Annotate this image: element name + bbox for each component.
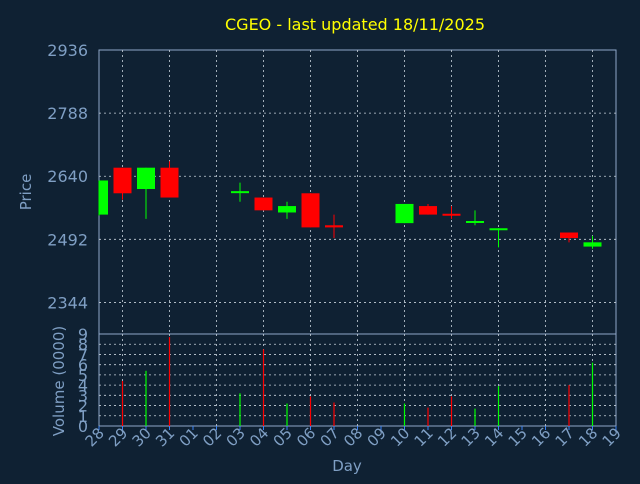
x-axis-label: Day	[332, 457, 362, 475]
x-tick-label: 08	[340, 424, 366, 450]
candle-body	[99, 180, 108, 215]
candle-body	[583, 242, 602, 247]
candle	[489, 228, 508, 248]
x-tick-label: 06	[293, 424, 319, 450]
x-tick-label: 18	[575, 424, 601, 450]
candle-body	[254, 197, 273, 211]
candle-body	[113, 167, 132, 194]
price-panel: 2936 2788 2640 2492 2344	[47, 41, 617, 335]
x-tick-label: 15	[505, 424, 531, 450]
volume-tick-label: 6	[78, 356, 88, 375]
price-tick-label: 2640	[47, 167, 88, 186]
x-tick-label: 17	[552, 424, 578, 450]
candle	[278, 201, 296, 219]
volume-tick-label: 3	[78, 386, 88, 405]
candle	[395, 203, 414, 224]
x-tick-label: 30	[129, 424, 155, 450]
x-tick-label: 16	[528, 424, 554, 450]
price-tick-label: 2788	[47, 104, 88, 123]
candle-body	[442, 213, 461, 216]
volume-tick-label: 5	[78, 366, 88, 385]
x-tick-label: 07	[317, 424, 343, 450]
candle	[419, 203, 437, 215]
chart-title: CGEO - last updated 18/11/2025	[225, 15, 485, 34]
x-tick-label: 04	[246, 424, 272, 450]
candle	[137, 167, 155, 219]
candle	[301, 193, 320, 228]
price-axis-label: Price	[17, 174, 35, 211]
price-tick-label: 2492	[47, 230, 88, 249]
candle	[160, 161, 179, 198]
x-tick-label: 01	[176, 424, 202, 450]
candle-body	[231, 191, 249, 194]
volume-tick-label: 7	[78, 345, 88, 364]
candle-body	[160, 167, 179, 198]
volume-tick-label: 1	[78, 407, 88, 426]
x-tick-label: 03	[223, 424, 249, 450]
candle	[442, 206, 461, 219]
x-tick-label: 05	[270, 424, 296, 450]
candle-body	[419, 206, 437, 215]
candle-body	[325, 225, 343, 228]
x-tick-label: 13	[458, 424, 484, 450]
candle	[254, 197, 273, 211]
x-tick-label: 31	[152, 424, 178, 450]
candle-body	[301, 193, 320, 228]
price-tick-label: 2936	[47, 41, 88, 60]
x-tick-label: 29	[105, 424, 131, 450]
x-tick-label: 09	[364, 424, 390, 450]
candle-body	[489, 228, 508, 231]
candle	[98, 180, 108, 216]
x-tick-label: 02	[199, 424, 225, 450]
x-tick-label: 19	[599, 424, 625, 450]
candle-body	[560, 232, 578, 239]
candle	[466, 210, 484, 226]
candle-body	[278, 206, 296, 213]
candle	[325, 214, 343, 239]
candle	[231, 182, 249, 202]
candle	[560, 232, 578, 243]
volume-tick-label: 0	[78, 417, 88, 436]
candle	[113, 167, 132, 200]
x-tick-label: 10	[387, 424, 413, 450]
candle-body	[137, 167, 155, 190]
volume-tick-label: 9	[78, 325, 88, 344]
volume-axis-label: Volume (0000)	[50, 326, 68, 436]
candle-body	[466, 220, 484, 223]
volume-tick-label: 2	[78, 397, 88, 416]
x-tick-label: 14	[481, 424, 507, 450]
price-tick-label: 2344	[47, 293, 88, 312]
candle-body	[395, 203, 414, 224]
volume-tick-label: 8	[78, 335, 88, 354]
volume-tick-label: 4	[78, 376, 88, 395]
x-axis: 2829303101020304050607080910111213141516…	[82, 424, 625, 450]
candle	[583, 235, 602, 249]
x-tick-label: 12	[434, 424, 460, 450]
x-tick-label: 11	[411, 424, 437, 450]
